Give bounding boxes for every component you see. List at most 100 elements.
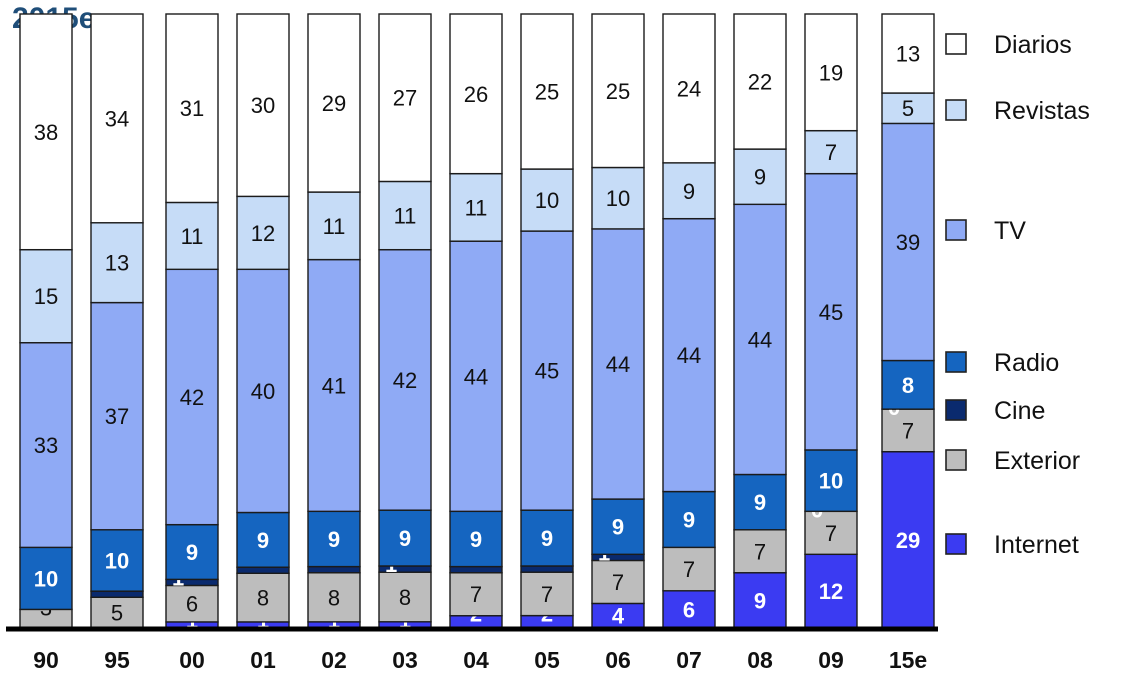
data-label-diarios-05: 25 bbox=[535, 80, 559, 105]
bar-segment-revistas-05 bbox=[520, 168, 574, 232]
bar-segment-revistas-09 bbox=[804, 129, 858, 175]
data-label-tv-08: 44 bbox=[748, 327, 772, 352]
bar-segment-radio-03 bbox=[378, 509, 432, 567]
data-label-diarios-15e: 13 bbox=[896, 42, 920, 67]
data-label-tv-07: 44 bbox=[677, 343, 701, 368]
legend-swatch-cine bbox=[945, 399, 967, 421]
bar-segment-diarios-15e bbox=[881, 13, 935, 94]
bar-segment-radio-95 bbox=[90, 529, 144, 592]
bar-segment-exterior-00 bbox=[165, 584, 219, 623]
data-label-exterior-00: 6 bbox=[186, 592, 198, 617]
bar-segment-diarios-05 bbox=[520, 13, 574, 170]
data-label-radio-90: 10 bbox=[34, 566, 58, 591]
data-label-tv-00: 42 bbox=[180, 385, 204, 410]
data-label-diarios-00: 31 bbox=[180, 96, 204, 121]
bar-segment-diarios-09 bbox=[804, 13, 858, 132]
legend-label-revistas: Revistas bbox=[994, 97, 1090, 125]
bar-segment-tv-01 bbox=[236, 268, 290, 514]
x-tick-label-05: 05 bbox=[534, 647, 560, 673]
x-tick-label-15e: 15e bbox=[889, 647, 927, 673]
data-label-exterior-08: 7 bbox=[754, 539, 766, 564]
bar-segment-diarios-90 bbox=[19, 13, 73, 251]
data-label-tv-02: 41 bbox=[322, 373, 346, 398]
data-label-radio-05: 9 bbox=[541, 526, 553, 551]
bar-segment-radio-09 bbox=[804, 449, 858, 513]
legend-swatch-diarios bbox=[945, 33, 967, 55]
bar-segment-diarios-00 bbox=[165, 13, 219, 204]
bar-segment-cine-02 bbox=[307, 565, 361, 574]
bar-segment-internet-07 bbox=[662, 590, 716, 629]
bar-segment-radio-02 bbox=[307, 510, 361, 568]
x-tick-label-95: 95 bbox=[104, 647, 130, 673]
data-label-exterior-05: 7 bbox=[541, 582, 553, 607]
data-label-revistas-00: 11 bbox=[181, 224, 204, 249]
bar-segment-diarios-95 bbox=[90, 13, 144, 224]
legend-swatch-exterior bbox=[945, 449, 967, 471]
bar-segment-revistas-01 bbox=[236, 195, 290, 271]
data-label-internet-15e: 29 bbox=[896, 528, 920, 553]
legend-swatch-revistas bbox=[945, 99, 967, 121]
data-label-diarios-03: 27 bbox=[393, 86, 417, 111]
data-label-tv-05: 45 bbox=[535, 359, 559, 384]
bar-segment-tv-00 bbox=[165, 268, 219, 526]
data-label-radio-15e: 8 bbox=[902, 373, 914, 398]
data-label-exterior-04: 7 bbox=[470, 582, 482, 607]
data-label-exterior-06: 7 bbox=[612, 570, 624, 595]
bar-segment-tv-02 bbox=[307, 258, 361, 513]
data-label-tv-01: 40 bbox=[251, 379, 275, 404]
data-label-exterior-95: 5 bbox=[111, 601, 123, 626]
bar-segment-radio-06 bbox=[591, 498, 645, 556]
bar-segment-tv-90 bbox=[19, 342, 73, 549]
bar-segment-revistas-06 bbox=[591, 166, 645, 230]
bar-segment-radio-01 bbox=[236, 511, 290, 568]
x-tick-label-02: 02 bbox=[321, 647, 347, 673]
bar-segment-revistas-04 bbox=[449, 172, 503, 242]
bar-segment-diarios-06 bbox=[591, 13, 645, 169]
legend-swatch-radio bbox=[945, 351, 967, 373]
legend-swatch-internet bbox=[945, 533, 967, 555]
bar-segment-exterior-04 bbox=[449, 572, 503, 617]
bar-segment-revistas-02 bbox=[307, 191, 361, 261]
bar-segment-cine-95 bbox=[90, 590, 144, 598]
bar-segment-radio-00 bbox=[165, 523, 219, 581]
data-label-revistas-09: 7 bbox=[825, 140, 837, 165]
legend-label-radio: Radio bbox=[994, 349, 1059, 377]
data-label-revistas-08: 9 bbox=[754, 165, 766, 190]
bar-segment-exterior-15e bbox=[881, 408, 935, 453]
data-label-revistas-06: 10 bbox=[606, 186, 630, 211]
legend-label-cine: Cine bbox=[994, 397, 1045, 425]
data-label-revistas-04: 11 bbox=[465, 195, 488, 220]
data-label-internet-09: 12 bbox=[819, 579, 843, 604]
bar-segment-exterior-01 bbox=[236, 572, 290, 623]
data-label-exterior-01: 8 bbox=[257, 586, 269, 611]
bar-segment-diarios-01 bbox=[236, 13, 290, 198]
bar-segment-exterior-05 bbox=[520, 571, 574, 617]
legend-label-exterior: Exterior bbox=[994, 447, 1080, 475]
bar-segment-internet-08 bbox=[733, 572, 787, 629]
bar-segment-internet-06 bbox=[591, 602, 645, 629]
x-tick-label-09: 09 bbox=[818, 647, 844, 673]
legend-label-tv: TV bbox=[994, 217, 1026, 245]
bar-segment-diarios-07 bbox=[662, 13, 716, 164]
bar-segment-radio-05 bbox=[520, 509, 574, 567]
bar-segment-radio-15e bbox=[881, 359, 935, 410]
bar-segment-tv-03 bbox=[378, 248, 432, 511]
data-label-radio-95: 10 bbox=[105, 548, 129, 573]
x-tick-label-04: 04 bbox=[463, 647, 489, 673]
data-label-exterior-15e: 7 bbox=[902, 418, 914, 443]
bar-segment-diarios-04 bbox=[449, 13, 503, 175]
data-label-radio-02: 9 bbox=[328, 527, 340, 552]
data-label-revistas-07: 9 bbox=[683, 179, 695, 204]
bar-segment-cine-04 bbox=[449, 565, 503, 574]
data-label-radio-09: 10 bbox=[819, 469, 843, 494]
bar-segment-cine-01 bbox=[236, 566, 290, 574]
data-label-internet-07: 6 bbox=[683, 597, 695, 622]
data-label-diarios-09: 19 bbox=[819, 60, 843, 85]
data-label-tv-90: 33 bbox=[34, 433, 58, 458]
data-label-exterior-02: 8 bbox=[328, 585, 340, 610]
data-label-tv-15e: 39 bbox=[896, 230, 920, 255]
bar-segment-diarios-03 bbox=[378, 13, 432, 183]
data-label-revistas-05: 10 bbox=[535, 188, 559, 213]
data-label-tv-04: 44 bbox=[464, 364, 488, 389]
